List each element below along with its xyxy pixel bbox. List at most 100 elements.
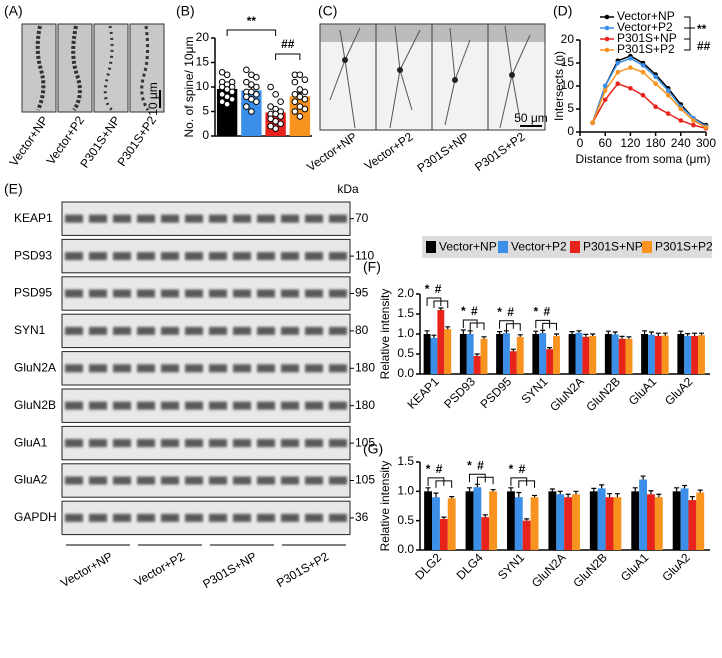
blot-band bbox=[161, 439, 179, 448]
y-tick-label: 1.5 bbox=[397, 306, 414, 320]
data-point bbox=[253, 73, 260, 81]
bar bbox=[473, 487, 482, 550]
blot-band bbox=[305, 326, 323, 335]
bar bbox=[556, 494, 565, 550]
data-point bbox=[296, 71, 304, 79]
blot-band bbox=[89, 439, 107, 448]
blot-row bbox=[61, 463, 351, 498]
blot-band bbox=[185, 364, 203, 373]
error-bar bbox=[424, 330, 430, 334]
error-bar bbox=[438, 307, 444, 310]
blot-band bbox=[209, 439, 227, 448]
blot-band bbox=[305, 476, 323, 485]
legend-label: Vector+NP bbox=[617, 9, 675, 23]
x-tick-label: GluA2 bbox=[662, 374, 696, 408]
data-point bbox=[228, 88, 236, 96]
blot-band bbox=[161, 401, 179, 410]
panel-label: (E) bbox=[4, 181, 23, 197]
protein-label: SYN1 bbox=[14, 323, 46, 337]
error-bar bbox=[467, 487, 473, 492]
blot-band bbox=[329, 214, 347, 223]
data-point bbox=[277, 98, 284, 105]
annotation: * bbox=[467, 458, 472, 472]
legend-label: P301S+P2 bbox=[617, 42, 675, 56]
blot-band bbox=[65, 252, 83, 261]
legend-swatch bbox=[426, 241, 436, 253]
protein-label: PSD93 bbox=[14, 248, 52, 262]
bar bbox=[618, 338, 626, 374]
bar bbox=[572, 494, 580, 550]
scale-label: 50 μm bbox=[514, 111, 548, 125]
bar bbox=[613, 497, 622, 550]
blot-band bbox=[209, 289, 227, 298]
annotation: * bbox=[509, 462, 514, 476]
legend-swatch bbox=[642, 241, 652, 253]
protein-label: PSD95 bbox=[14, 286, 52, 300]
mw-label: 80 bbox=[355, 323, 369, 337]
blot-band bbox=[281, 439, 299, 448]
blot-band bbox=[257, 439, 275, 448]
bar bbox=[575, 332, 583, 374]
group-label: P301S+P2 bbox=[274, 549, 331, 590]
bar bbox=[553, 336, 560, 374]
error-bar bbox=[607, 493, 613, 498]
error-bar bbox=[569, 331, 575, 334]
bar bbox=[530, 497, 539, 550]
error-bar bbox=[682, 484, 688, 489]
blot-band bbox=[281, 513, 299, 522]
y-tick-label: 10 bbox=[196, 79, 210, 93]
blot-band bbox=[161, 364, 179, 373]
blot-band bbox=[233, 252, 251, 261]
blot-band bbox=[65, 289, 83, 298]
mw-label: 180 bbox=[355, 360, 375, 374]
bar bbox=[684, 336, 692, 374]
data-point bbox=[253, 98, 260, 105]
error-bar bbox=[467, 330, 473, 334]
y-tick-label: 15 bbox=[561, 55, 575, 69]
blot-band bbox=[89, 513, 107, 522]
bar bbox=[432, 497, 440, 550]
error-bar bbox=[591, 487, 597, 492]
bar bbox=[631, 491, 640, 550]
error-bar bbox=[565, 493, 571, 498]
error-bar bbox=[510, 348, 516, 352]
error-bar bbox=[648, 490, 654, 495]
annotation: # bbox=[477, 458, 484, 472]
mw-label: 110 bbox=[355, 248, 374, 262]
bar bbox=[439, 518, 448, 550]
blot-band bbox=[305, 364, 323, 373]
bar bbox=[465, 491, 474, 550]
error-bar bbox=[425, 487, 431, 492]
marker bbox=[640, 63, 646, 68]
error-bar bbox=[503, 330, 509, 334]
x-tick-label: 240 bbox=[671, 136, 691, 150]
blot-band bbox=[65, 364, 83, 373]
y-axis-label: No. of spine/ 10μm bbox=[182, 37, 196, 138]
annotation: ## bbox=[281, 37, 295, 51]
blot-band bbox=[161, 513, 179, 522]
marker bbox=[691, 122, 696, 128]
blot-band bbox=[329, 252, 347, 261]
scale-label: 10 μm bbox=[146, 82, 160, 116]
error-bar bbox=[508, 487, 514, 492]
blot-band bbox=[185, 401, 203, 410]
y-tick-label: 5 bbox=[202, 104, 209, 118]
bar bbox=[430, 338, 438, 374]
group-label: P301S+P2 bbox=[472, 129, 528, 174]
blot-band bbox=[137, 364, 155, 373]
bar bbox=[522, 520, 531, 550]
bar bbox=[503, 333, 510, 374]
data-point bbox=[248, 108, 255, 115]
bar bbox=[539, 333, 547, 374]
bar bbox=[507, 491, 515, 550]
blot-row bbox=[61, 201, 351, 236]
blot-band bbox=[185, 252, 203, 261]
data-point bbox=[253, 91, 260, 98]
blot-band bbox=[113, 439, 131, 448]
legend-label: P301S+NP bbox=[583, 240, 643, 254]
line bbox=[591, 82, 707, 130]
mw-label: 36 bbox=[355, 510, 369, 524]
bar bbox=[589, 336, 597, 374]
x-tick-label: 120 bbox=[620, 136, 640, 150]
error-bar bbox=[642, 330, 648, 334]
